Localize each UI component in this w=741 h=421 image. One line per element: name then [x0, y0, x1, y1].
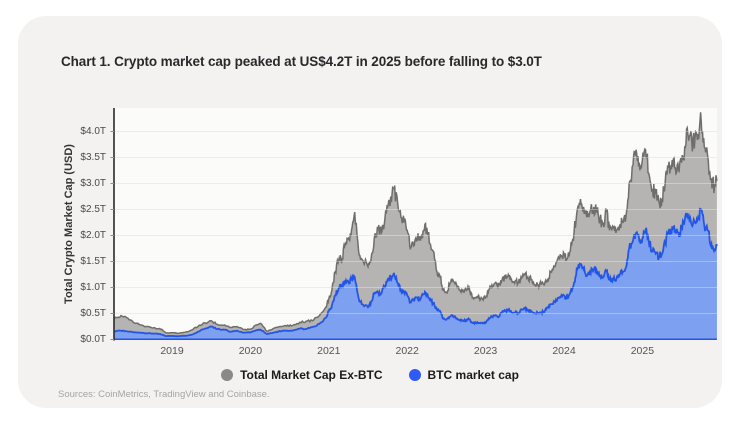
y-axis-title: Total Crypto Market Cap (USD): [63, 144, 75, 304]
btc-line: [113, 207, 718, 338]
y-tick-label: $0.0T: [80, 333, 106, 345]
y-tick-label: $2.0T: [80, 229, 106, 241]
legend-label: BTC market cap: [427, 368, 519, 382]
y-tick-label: $1.5T: [80, 255, 106, 267]
y-tick-label: $0.5T: [80, 307, 106, 319]
legend-label: Total Market Cap Ex-BTC: [240, 368, 383, 382]
market-cap-area-chart: [110, 108, 718, 341]
legend-item-btc: BTC market cap: [408, 368, 519, 382]
y-tick-label: $2.5T: [80, 203, 106, 215]
chart-title: Chart 1. Crypto market cap peaked at US$…: [61, 54, 542, 69]
legend-item-ex-btc: Total Market Cap Ex-BTC: [221, 368, 383, 382]
sources-note: Sources: CoinMetrics, TradingView and Co…: [58, 389, 270, 400]
total-line: [113, 112, 718, 335]
x-tick-label: 2020: [238, 345, 263, 357]
x-tick-label: 2025: [630, 345, 655, 357]
x-tick-label: 2019: [160, 345, 184, 357]
y-tick-label: $1.0T: [80, 281, 106, 293]
y-tick-label: $4.0T: [80, 125, 106, 137]
x-tick-label: 2023: [473, 345, 498, 357]
chart-legend: Total Market Cap Ex-BTC BTC market cap: [18, 368, 722, 382]
chart-card: Chart 1. Crypto market cap peaked at US$…: [18, 16, 722, 408]
x-tick-label: 2022: [395, 345, 419, 357]
gray-dot-icon: [221, 369, 234, 381]
btc-area: [114, 208, 717, 340]
y-tick-label: $3.5T: [80, 151, 106, 163]
x-tick-label: 2024: [552, 345, 576, 357]
x-tick-label: 2021: [317, 345, 341, 357]
blue-dot-icon: [408, 369, 421, 381]
y-tick-label: $3.0T: [80, 177, 106, 189]
total-area: [114, 112, 717, 340]
